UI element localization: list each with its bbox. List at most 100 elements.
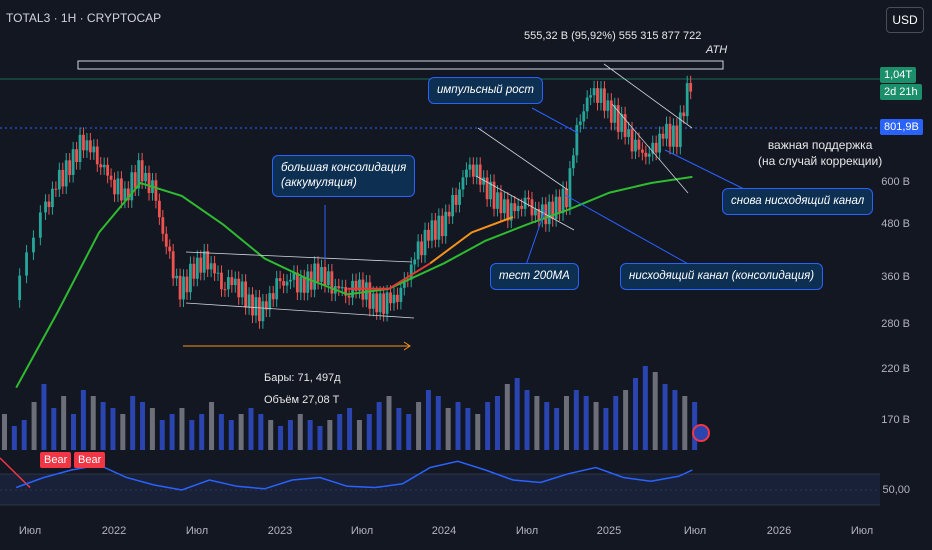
- candle-body: [382, 293, 386, 314]
- candle-body: [482, 177, 486, 185]
- candle-body: [416, 241, 420, 260]
- x-tick-2: Июл: [185, 525, 209, 537]
- candle-body: [285, 281, 289, 286]
- volume-bar: [31, 402, 37, 450]
- candle-body: [213, 263, 216, 274]
- candle-body: [568, 168, 572, 208]
- candle-body: [551, 201, 555, 220]
- volume-bar: [317, 426, 323, 450]
- callout-desc-channel: нисходящий канал (консолидация): [620, 263, 824, 290]
- candle-body: [109, 175, 113, 180]
- channel2-top: [603, 63, 693, 129]
- volume-bar: [218, 414, 224, 450]
- candle-body: [82, 134, 85, 151]
- candle-body: [547, 201, 551, 225]
- x-tick-0: Июл: [18, 525, 42, 537]
- candle-body: [623, 114, 627, 137]
- candle-body: [606, 100, 610, 111]
- candle-body: [123, 188, 127, 201]
- candle-body: [327, 271, 330, 286]
- candle-body: [465, 169, 468, 178]
- candle-body: [133, 172, 137, 189]
- osc-red-segment: [0, 457, 31, 489]
- candle-body: [137, 160, 141, 189]
- candle-body: [247, 294, 251, 308]
- volume-bar: [159, 420, 165, 450]
- candle-body: [385, 292, 389, 314]
- candle-body: [592, 88, 596, 96]
- candle-body: [409, 264, 413, 280]
- ath-value-label: 555,32 B (95,92%) 555 315 877 722: [524, 30, 702, 42]
- volume-bar: [347, 408, 353, 450]
- candle-body: [423, 229, 427, 256]
- candle-body: [147, 172, 151, 194]
- candle-body: [475, 164, 479, 177]
- candle-body: [230, 277, 234, 286]
- candle-body: [264, 301, 268, 310]
- volume-bar: [465, 408, 471, 450]
- candle-body: [520, 205, 524, 209]
- x-tick-6: Июл: [515, 525, 539, 537]
- candle-body: [130, 172, 134, 201]
- volume-bar: [149, 408, 155, 450]
- x-tick-7: 2025: [596, 525, 622, 537]
- y-tick-280: 280 B: [881, 318, 910, 330]
- candle-body: [57, 169, 61, 190]
- volume-bar: [376, 402, 382, 450]
- volume-bar: [287, 420, 293, 450]
- candle-body: [461, 177, 465, 190]
- candle-body: [175, 275, 179, 279]
- candle-body: [209, 263, 213, 270]
- volume-bar: [485, 402, 491, 450]
- candle-body: [396, 294, 399, 302]
- candle-body: [447, 211, 451, 217]
- candle-body: [654, 142, 658, 153]
- candle-body: [427, 229, 430, 241]
- candle-body: [18, 275, 22, 301]
- candle-body: [354, 280, 358, 291]
- volume-bar: [51, 408, 57, 450]
- x-tick-1: 2022: [101, 525, 127, 537]
- volume-bar: [554, 408, 560, 450]
- candle-body: [682, 112, 686, 117]
- y-tick-600: 600 B: [881, 176, 910, 188]
- volume-label: Объём 27,08 T: [264, 394, 340, 406]
- volume-bar: [209, 402, 215, 450]
- candle-body: [468, 164, 472, 170]
- volume-bar: [90, 396, 96, 450]
- osc-band: [0, 474, 880, 505]
- volume-bar: [297, 414, 303, 450]
- candle-body: [620, 114, 624, 132]
- x-tick-4: Июл: [350, 525, 374, 537]
- chart-title: TOTAL3 · 1H · CRYPTOCAP: [6, 11, 162, 25]
- candle-body: [444, 211, 448, 237]
- candle-body: [492, 181, 496, 209]
- candle-body: [506, 199, 510, 221]
- candle-body: [516, 205, 520, 212]
- pointer-test200: [524, 209, 546, 269]
- candle-body: [561, 188, 565, 214]
- candle-body: [413, 259, 417, 265]
- candle-body: [199, 257, 203, 273]
- candle-body: [627, 129, 630, 137]
- volume-bar: [514, 378, 520, 450]
- candle-body: [368, 282, 372, 309]
- volume-bar: [603, 408, 609, 450]
- volume-bar: [406, 414, 412, 450]
- candle-body: [206, 251, 210, 270]
- volume-bar: [386, 396, 392, 450]
- candle-body: [634, 139, 637, 152]
- candle-body: [54, 188, 58, 190]
- candle-body: [675, 125, 679, 147]
- drawings: [77, 60, 751, 351]
- volume-bar: [583, 396, 589, 450]
- candle-body: [672, 125, 675, 147]
- y-tick-170: 170 B: [881, 414, 910, 426]
- currency-button[interactable]: USD: [886, 7, 924, 33]
- candle-body: [233, 278, 237, 286]
- volume-bar: [258, 414, 264, 450]
- candle-body: [154, 180, 158, 201]
- x-tick-9: 2026: [766, 525, 792, 537]
- candle-body: [282, 281, 285, 286]
- candle-body: [513, 203, 517, 212]
